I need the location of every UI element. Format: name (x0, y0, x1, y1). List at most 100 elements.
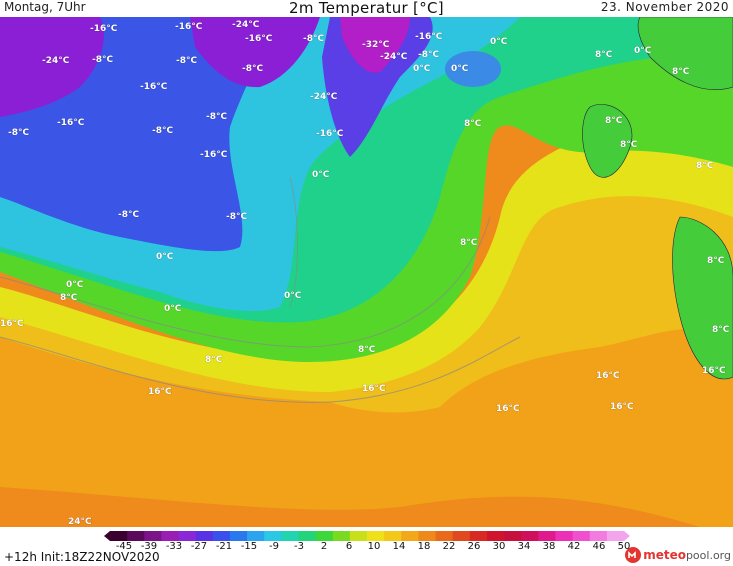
temp-label: 0°C (634, 46, 652, 56)
temp-label: 8°C (464, 119, 482, 129)
scale-swatch (161, 531, 180, 541)
temp-label: -16°C (140, 82, 168, 92)
scale-tick-label: -39 (140, 541, 158, 552)
scale-arrow-right (624, 531, 630, 541)
scale-swatch (247, 531, 265, 541)
scale-swatch (418, 531, 437, 541)
temp-label: -16°C (316, 129, 344, 139)
scale-swatch (572, 531, 591, 541)
field-purple-north (190, 17, 320, 88)
valid-date-label: 23. November 2020 (600, 0, 729, 14)
scale-swatch (452, 531, 471, 541)
scale-tick-label: 38 (542, 541, 556, 552)
scale-swatch (521, 531, 539, 541)
scale-tick-label: 50 (617, 541, 631, 552)
temp-label: -8°C (226, 212, 247, 222)
temp-label: -16°C (90, 24, 118, 34)
scale-swatch (195, 531, 214, 541)
temp-label: -32°C (362, 40, 390, 50)
temp-label: -16°C (57, 118, 85, 128)
temp-label: 0°C (284, 291, 302, 301)
iberia-land (672, 216, 733, 380)
scale-swatch (212, 531, 231, 541)
scale-tick-label: 2 (320, 541, 328, 552)
scale-tick-label: -15 (240, 541, 258, 552)
iceland (445, 51, 501, 87)
temp-label: -8°C (242, 64, 263, 74)
scale-swatch (486, 531, 505, 541)
scale-swatch (229, 531, 248, 541)
field-warm (0, 137, 733, 527)
header: Montag, 7Uhr 2m Temperatur [°C] 23. Nove… (0, 0, 733, 18)
scale-swatch (384, 531, 402, 541)
scale-tick-label: 34 (517, 541, 531, 552)
scale-swatch (401, 531, 419, 541)
temp-label: 16°C (496, 404, 520, 414)
temp-label: -16°C (175, 22, 203, 32)
scale-swatch (298, 531, 317, 541)
temp-label: -16°C (245, 34, 273, 44)
scale-swatch (589, 531, 608, 541)
temp-label: 16°C (702, 366, 726, 376)
isotherm-8 (0, 216, 491, 348)
scale-tick-label: 10 (367, 541, 381, 552)
temp-label: 0°C (156, 252, 174, 262)
temp-label: -8°C (92, 55, 113, 65)
footer: -45 -39 -33 -27 -21 -15 -9 -3 2 6 10 14 18 22 26 30 34 38… (0, 527, 733, 566)
scale-tick-label: -3 (294, 541, 304, 552)
temperature-map: -16°C -16°C -24°C -16°C -8°C -32°C -16°C… (0, 17, 733, 527)
temp-label: 0°C (451, 64, 469, 74)
scale-tick-label: 42 (567, 541, 581, 552)
temp-label: 16°C (610, 402, 634, 412)
temp-label: -24°C (232, 20, 260, 30)
scandinavia (637, 17, 733, 90)
temp-label: 0°C (164, 304, 182, 314)
temp-label: -16°C (200, 150, 228, 160)
meteopool-logo-icon (625, 547, 642, 563)
scale-swatch (110, 531, 128, 541)
temp-label: 8°C (712, 325, 730, 335)
temp-label: 8°C (707, 256, 725, 266)
scale-swatch (367, 531, 385, 541)
scale-swatch (144, 531, 162, 541)
map-title: 2m Temperatur [°C] (289, 0, 444, 17)
logo-text-tail: pool.org (685, 548, 731, 562)
scale-swatch (435, 531, 454, 541)
color-scale-bar (104, 531, 630, 541)
temp-label: -8°C (118, 210, 139, 220)
temperature-field: -16°C -16°C -24°C -16°C -8°C -32°C -16°C… (0, 17, 733, 527)
color-scale (104, 531, 630, 541)
temp-label: -24°C (310, 92, 338, 102)
temp-label: 8°C (696, 161, 714, 171)
scale-tick-label: 14 (392, 541, 406, 552)
scale-swatch (349, 531, 368, 541)
scale-swatch (178, 531, 197, 541)
field-yellow (0, 107, 733, 392)
temp-label: -8°C (8, 128, 29, 138)
valid-day-label: Montag, 7Uhr (4, 0, 86, 14)
scale-tick-label: 22 (442, 541, 456, 552)
scale-arrow-left (104, 531, 110, 541)
temp-label: -8°C (206, 112, 227, 122)
british-isles (582, 104, 633, 178)
scale-swatch (555, 531, 574, 541)
logo-text-main: meteo (643, 548, 686, 562)
temp-label: -8°C (303, 34, 324, 44)
temp-label: -24°C (380, 52, 408, 62)
temp-label: -24°C (42, 56, 70, 66)
meteopool-logo[interactable]: meteo pool.org (625, 546, 731, 564)
temp-label: 0°C (312, 170, 330, 180)
color-scale-ticks: -45 -39 -33 -27 -21 -15 -9 -3 2 6 10 14 18 22 26 30 34 38… (104, 541, 631, 553)
scale-tick-label: -45 (115, 541, 133, 552)
scale-tick-label: -21 (215, 541, 233, 552)
temp-label: 24°C (68, 517, 92, 527)
scale-swatch (606, 531, 625, 541)
temp-label: -16°C (415, 32, 443, 42)
temp-label: 8°C (620, 140, 638, 150)
temp-label: 8°C (672, 67, 690, 77)
isotherm-0 (289, 176, 298, 308)
scale-tick-label: 18 (417, 541, 431, 552)
temperature-labels: -16°C -16°C -24°C -16°C -8°C -32°C -16°C… (0, 20, 730, 527)
scale-swatch (332, 531, 351, 541)
model-run-label: +12h Init:18Z22NOV2020 (4, 550, 160, 564)
